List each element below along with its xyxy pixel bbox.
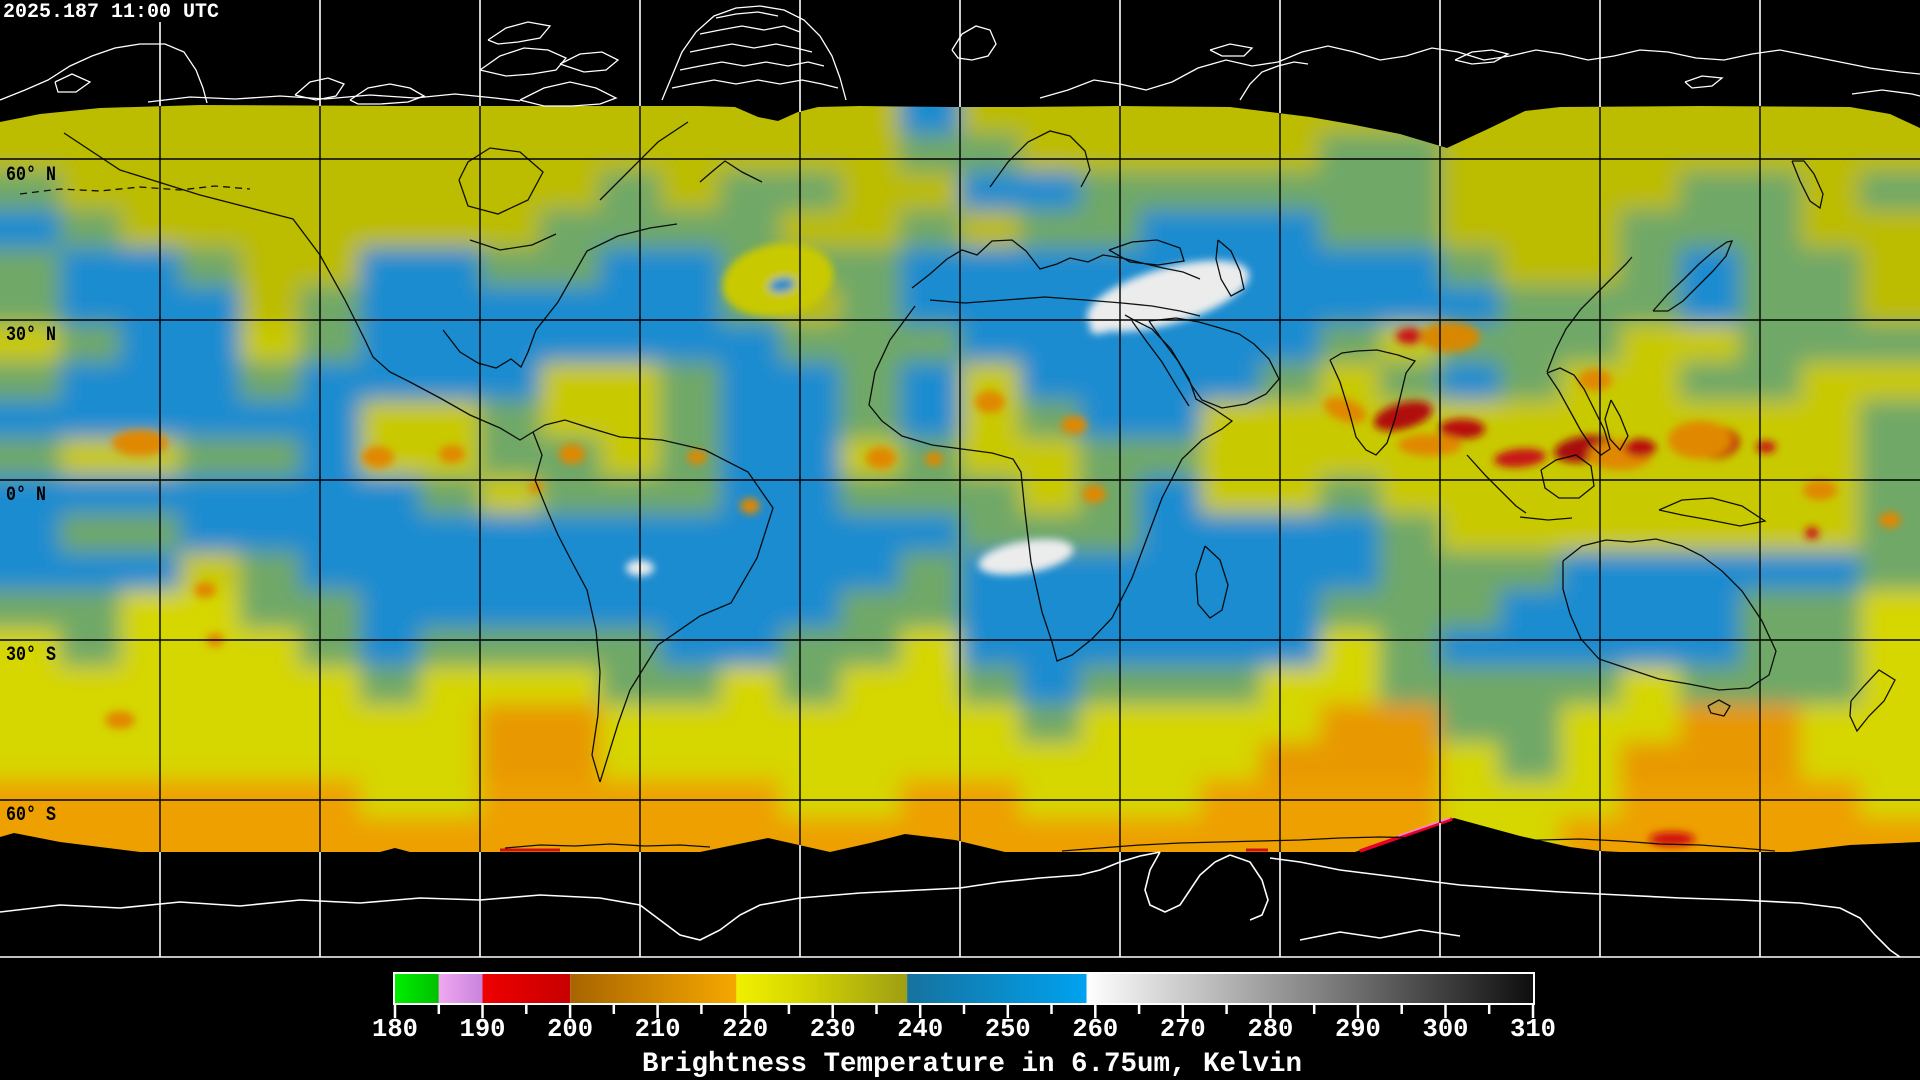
svg-text:190: 190 [460, 1015, 506, 1044]
svg-text:270: 270 [1160, 1015, 1206, 1044]
svg-text:250: 250 [985, 1015, 1031, 1044]
svg-text:220: 220 [722, 1015, 768, 1044]
svg-text:290: 290 [1335, 1015, 1381, 1044]
svg-text:0° N: 0° N [6, 484, 46, 507]
svg-text:300: 300 [1423, 1015, 1469, 1044]
svg-text:Brightness Temperature in 6.75: Brightness Temperature in 6.75um, Kelvin [642, 1049, 1302, 1080]
svg-text:200: 200 [547, 1015, 593, 1044]
svg-text:60° N: 60° N [6, 164, 56, 187]
svg-text:30° N: 30° N [6, 324, 56, 347]
svg-text:280: 280 [1247, 1015, 1293, 1044]
svg-text:230: 230 [810, 1015, 856, 1044]
svg-text:2025.187 11:00 UTC: 2025.187 11:00 UTC [3, 1, 219, 24]
svg-text:240: 240 [897, 1015, 943, 1044]
svg-text:260: 260 [1072, 1015, 1118, 1044]
svg-text:60° S: 60° S [6, 804, 56, 827]
svg-text:30° S: 30° S [6, 644, 56, 667]
svg-text:180: 180 [372, 1015, 418, 1044]
svg-text:210: 210 [635, 1015, 681, 1044]
svg-text:310: 310 [1510, 1015, 1556, 1044]
